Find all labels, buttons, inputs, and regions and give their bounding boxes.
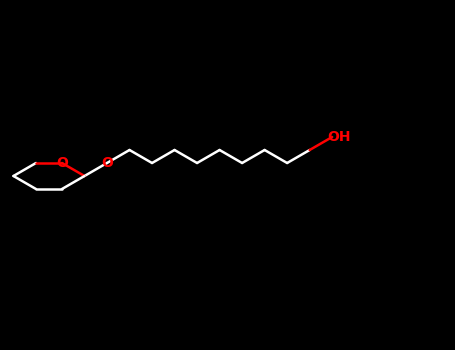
Text: O: O <box>101 156 113 170</box>
Text: O: O <box>56 156 68 170</box>
Text: OH: OH <box>328 130 351 144</box>
